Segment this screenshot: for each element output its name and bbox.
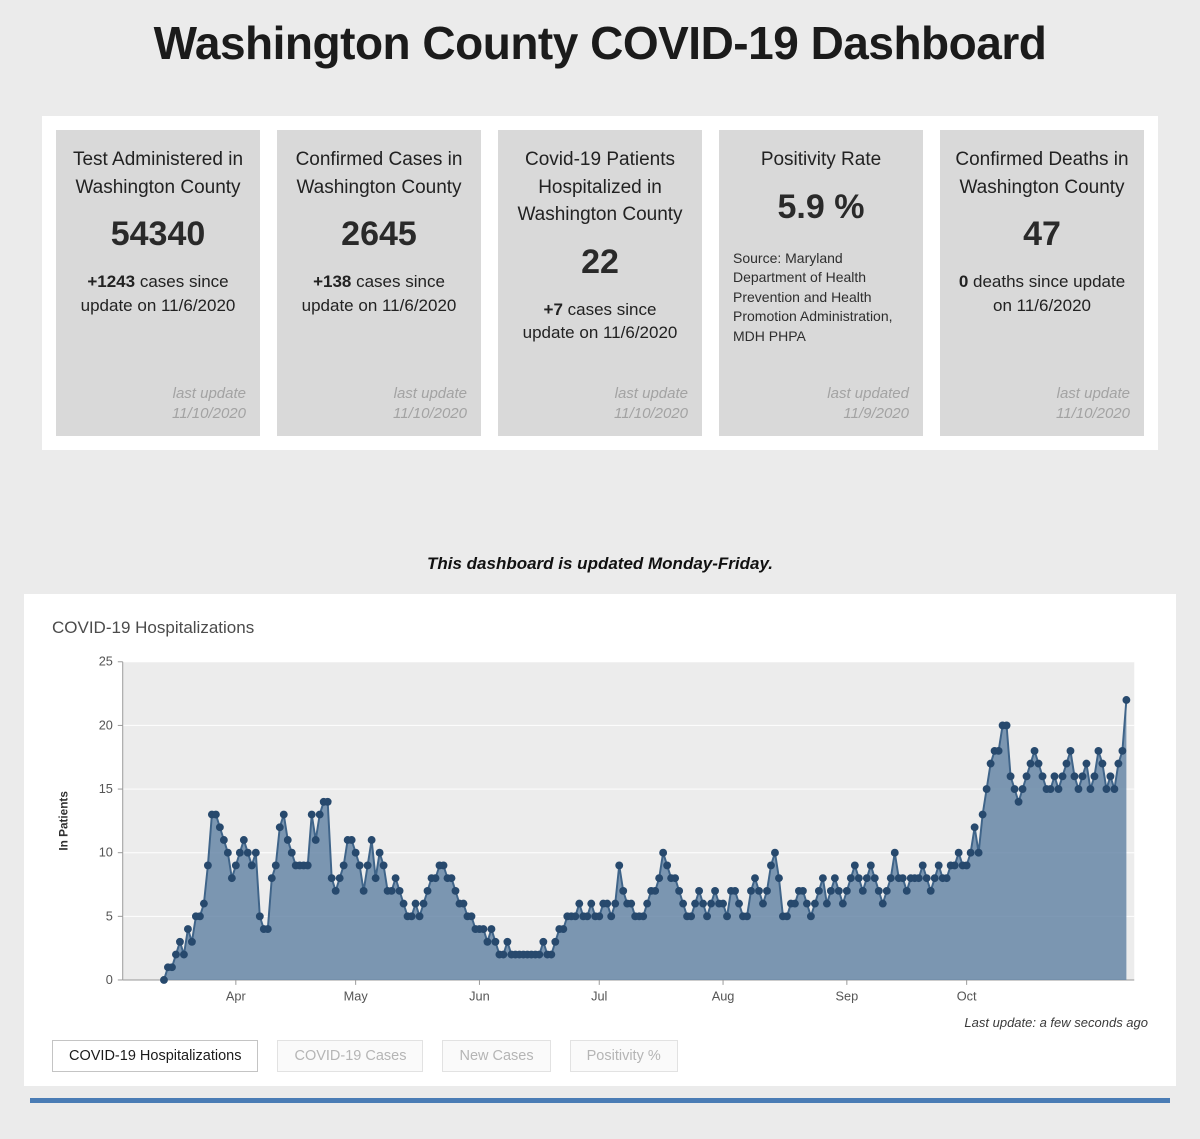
stat-delta: 0 deaths since update on 11/6/2020 xyxy=(952,270,1132,318)
tab-covid19-hospitalizations[interactable]: COVID-19 Hospitalizations xyxy=(52,1040,259,1073)
stat-delta-text: cases since update on 11/6/2020 xyxy=(80,272,236,315)
bottom-divider xyxy=(30,1098,1170,1104)
tab-positivity-pct[interactable]: Positivity % xyxy=(569,1040,678,1073)
stat-delta-text: deaths since update on 11/6/2020 xyxy=(968,272,1126,315)
positivity-source: Source: Maryland Department of Health Pr… xyxy=(733,249,893,344)
stat-last-update-date: 11/10/2020 xyxy=(393,404,467,422)
stat-delta-value: +1243 xyxy=(87,272,136,292)
stat-value: 22 xyxy=(581,242,619,281)
stat-last-update-label: last update xyxy=(1056,384,1130,402)
stat-value: 5.9 % xyxy=(777,187,865,226)
svg-text:Sep: Sep xyxy=(836,989,859,1004)
tab-covid19-cases[interactable]: COVID-19 Cases xyxy=(277,1040,424,1073)
stat-delta: +138 cases since update on 11/6/2020 xyxy=(289,270,469,318)
page-title: Washington County COVID-19 Dashboard xyxy=(153,17,1047,69)
stat-card-hospitalized: Covid-19 Patients Hospitalized in Washin… xyxy=(498,130,702,436)
stat-delta-value: +138 xyxy=(313,272,352,292)
svg-text:Aug: Aug xyxy=(712,989,735,1004)
stat-last-update-label: last update xyxy=(614,384,688,402)
svg-text:10: 10 xyxy=(99,845,113,860)
stat-card-tests: Test Administered in Washington County 5… xyxy=(56,130,260,436)
tab-new-cases[interactable]: New Cases xyxy=(442,1040,551,1073)
stat-last-update: last update 11/10/2020 xyxy=(510,384,690,425)
stat-last-update: last update 11/10/2020 xyxy=(68,384,248,425)
stat-last-update-date: 11/10/2020 xyxy=(172,404,246,422)
stat-last-update-label: last update xyxy=(172,384,246,402)
svg-text:Jul: Jul xyxy=(591,989,607,1004)
stat-card-positivity: Positivity Rate 5.9 % Source: Maryland D… xyxy=(719,130,923,436)
stat-card-title: Covid-19 Patients Hospitalized in Washin… xyxy=(517,149,683,226)
chart-title: COVID-19 Hospitalizations xyxy=(52,618,255,637)
stat-last-update: last update 11/10/2020 xyxy=(289,384,469,425)
stat-delta-value: +7 xyxy=(543,299,563,319)
stat-card-title: Positivity Rate xyxy=(760,149,882,170)
stat-last-update-date: 11/9/2020 xyxy=(843,404,909,422)
stat-last-update: last updated 11/9/2020 xyxy=(731,384,911,425)
stat-last-update-label: last updated xyxy=(827,384,909,402)
stat-card-deaths: Confirmed Deaths in Washington County 47… xyxy=(940,130,1144,436)
stat-last-update-date: 11/10/2020 xyxy=(614,404,688,422)
svg-text:Jun: Jun xyxy=(469,989,490,1004)
stat-value: 47 xyxy=(1023,215,1061,254)
stat-delta: +7 cases since update on 11/6/2020 xyxy=(510,298,690,346)
chart-last-update: Last update: a few seconds ago xyxy=(964,1015,1148,1031)
stat-value: 2645 xyxy=(341,215,417,254)
stat-last-update-label: last update xyxy=(393,384,467,402)
svg-text:In Patients: In Patients xyxy=(58,791,71,851)
svg-text:15: 15 xyxy=(99,781,113,796)
stat-card-title: Confirmed Deaths in Washington County xyxy=(955,149,1129,198)
stat-card-cases: Confirmed Cases in Washington County 264… xyxy=(277,130,481,436)
stat-last-update: last update 11/10/2020 xyxy=(952,384,1132,425)
stat-delta-text: cases since update on 11/6/2020 xyxy=(522,299,678,343)
svg-text:5: 5 xyxy=(106,908,113,923)
stat-last-update-date: 11/10/2020 xyxy=(1056,404,1130,422)
stat-value: 54340 xyxy=(110,215,206,254)
svg-text:20: 20 xyxy=(99,717,113,732)
dashboard-update-note: This dashboard is updated Monday-Friday. xyxy=(426,554,774,573)
stats-panel: Test Administered in Washington County 5… xyxy=(42,116,1158,450)
svg-text:25: 25 xyxy=(99,654,113,669)
stat-delta-text: cases since update on 11/6/2020 xyxy=(301,272,457,315)
stat-card-title: Test Administered in Washington County xyxy=(72,149,244,198)
chart-panel: COVID-19 Hospitalizations 0 5 10 15 20 25 Apr M… xyxy=(24,594,1176,1087)
chart-tabs: COVID-19 Hospitalizations COVID-19 Cases… xyxy=(52,1040,1148,1073)
stat-delta: +1243 cases since update on 11/6/2020 xyxy=(68,270,248,318)
svg-text:Apr: Apr xyxy=(226,989,247,1004)
hospitalizations-chart[interactable]: 0 5 10 15 20 25 Apr May Jun Jul Aug Sep Oct In Patien… xyxy=(52,650,1148,1015)
svg-text:Oct: Oct xyxy=(957,989,977,1004)
stat-delta-value: 0 xyxy=(958,272,969,292)
svg-text:May: May xyxy=(344,989,369,1004)
svg-text:0: 0 xyxy=(106,972,113,987)
stat-card-title: Confirmed Cases in Washington County xyxy=(295,149,463,198)
